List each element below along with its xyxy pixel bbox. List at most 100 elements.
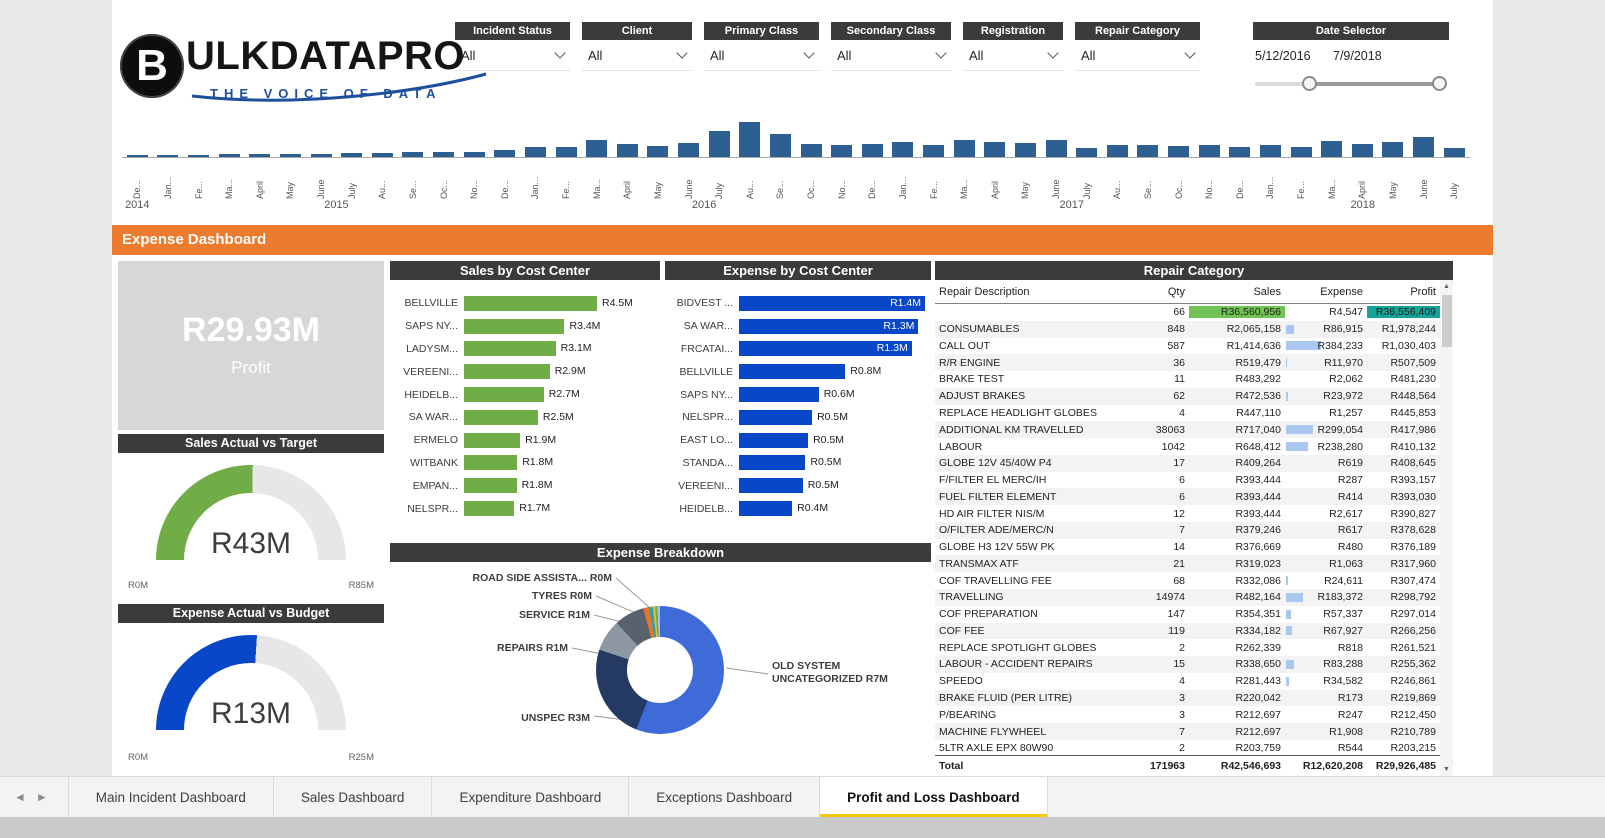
timeline-month[interactable]: June: [673, 116, 704, 199]
timeline-bar[interactable]: [1198, 145, 1220, 157]
table-row[interactable]: HD AIR FILTER NIS/M 12 R393,444 R2,617 R390,…: [935, 505, 1453, 522]
table-row[interactable]: ADDITIONAL KM TRAVELLED 38063 R717,040 R299…: [935, 421, 1453, 439]
table-row[interactable]: BRAKE TEST 11 R483,292 R2,062 R481,230: [935, 371, 1453, 388]
tab-nav-prev-icon[interactable]: ◄: [14, 790, 26, 804]
table-row[interactable]: O/FILTER ADE/MERC/N 7 R379,246 R617 R378,628: [935, 521, 1453, 539]
table-row[interactable]: P/BEARING 3 R212,697 R247 R212,450: [935, 706, 1453, 723]
bar-row-east-lo[interactable]: EAST LO... R0.5M: [665, 429, 931, 452]
filter-dropdown[interactable]: All: [831, 40, 951, 71]
table-row[interactable]: BRAKE FLUID (PER LITRE) 3 R220,042 R173 R219…: [935, 689, 1453, 707]
tab-profit-and-loss-dashboard[interactable]: Profit and Loss Dashboard: [820, 777, 1048, 817]
bar-row-ermelo[interactable]: ERMELO R1.9M: [390, 429, 660, 452]
expense-gauge[interactable]: R13M R0M R25M: [118, 623, 384, 773]
table-row[interactable]: MACHINE FLYWHEEL 7 R212,697 R1,908 R210,789: [935, 723, 1453, 740]
bar-row-nelspr[interactable]: NELSPR... R1.7M: [390, 497, 660, 520]
table-row[interactable]: GLOBE H3 12V 55W PK 14 R376,669 R480 R376,18…: [935, 539, 1453, 556]
timeline-month[interactable]: Se...: [397, 116, 429, 199]
timeline-bar[interactable]: [1014, 143, 1036, 157]
bar[interactable]: [739, 409, 813, 425]
bar-row-sa-war[interactable]: SA WAR... R2.5M: [390, 406, 660, 429]
timeline-month[interactable]: Jan...: [520, 116, 551, 199]
bar[interactable]: [739, 501, 793, 517]
date-slider-handle-start[interactable]: [1301, 76, 1317, 91]
date-slider-track[interactable]: [1255, 76, 1448, 91]
timeline-bar[interactable]: [1443, 148, 1465, 157]
bar-row-witbank[interactable]: WITBANK R1.8M: [390, 452, 660, 475]
timeline-month[interactable]: July: [336, 116, 367, 199]
timeline-bar[interactable]: [555, 147, 577, 157]
timeline-bar[interactable]: [1229, 147, 1251, 157]
table-row[interactable]: GLOBE 12V 45/40W P4 17 R409,264 R619 R408,64…: [935, 454, 1453, 472]
sales-by-cost-center-chart[interactable]: BELLVILLE R4.5M SAPS NY... R3.4M LADYSM... R3…: [390, 280, 660, 542]
timeline-bar[interactable]: [433, 152, 455, 157]
column-header-expense[interactable]: Expense: [1320, 285, 1363, 298]
bar-row-heidelb[interactable]: HEIDELB... R2.7M: [390, 383, 660, 406]
table-row[interactable]: COF FEE 119 R334,182 R67,927 R266,256: [935, 622, 1453, 640]
table-row[interactable]: R/R ENGINE 36 R519,479 R11,970 R507,509: [935, 354, 1453, 372]
table-row[interactable]: COF PREPARATION 147 R354,351 R57,337 R297,01…: [935, 606, 1453, 623]
expense-by-cost-center-chart[interactable]: BIDVEST ... R1.4M SA WAR... R1.3M FRCATAI...…: [665, 280, 931, 542]
timeline-bar[interactable]: [126, 155, 148, 157]
timeline-bar[interactable]: [616, 144, 638, 157]
bar-row-saps-ny[interactable]: SAPS NY... R0.6M: [665, 383, 931, 406]
bar[interactable]: [464, 318, 565, 334]
timeline-bar[interactable]: [708, 131, 730, 157]
filter-dropdown[interactable]: All: [455, 40, 570, 71]
table-scrollbar[interactable]: ▲ ▼: [1440, 280, 1453, 776]
timeline-month[interactable]: June: [305, 116, 337, 199]
table-row[interactable]: FUEL FILTER ELEMENT 6 R393,444 R414 R393,030: [935, 488, 1453, 506]
scroll-down-icon[interactable]: ▼: [1443, 766, 1450, 773]
table-row[interactable]: LABOUR 1042 R648,412 R238,280 R410,132: [935, 438, 1453, 455]
timeline-bar[interactable]: [831, 145, 853, 157]
bar-row-vereeni[interactable]: VEREENI... R2.9M: [390, 360, 660, 383]
timeline-bar[interactable]: [1351, 144, 1373, 157]
timeline-month[interactable]: Oc...: [428, 116, 459, 199]
bar-row-bellville[interactable]: BELLVILLE R0.8M: [665, 360, 931, 383]
filter-dropdown[interactable]: All: [1075, 40, 1200, 71]
timeline-bar[interactable]: [524, 147, 546, 157]
table-row[interactable]: REPLACE HEADLIGHT GLOBES 4 R447,110 R1,257 R…: [935, 405, 1453, 422]
timeline-bar[interactable]: [1137, 145, 1159, 157]
timeline-month[interactable]: April: [1347, 116, 1378, 199]
timeline-month[interactable]: Se...: [1132, 116, 1164, 199]
bar[interactable]: [739, 341, 912, 357]
timeline-month[interactable]: Ma...: [1316, 116, 1347, 199]
bar-row-nelspr[interactable]: NELSPR... R0.5M: [665, 406, 931, 429]
timeline-bar[interactable]: [953, 140, 975, 157]
timeline-month[interactable]: Au...: [1102, 116, 1133, 199]
table-row[interactable]: 5LTR AXLE EPX 80W90 2 R203,759 R544 R203,215: [935, 740, 1453, 757]
timeline-month[interactable]: April: [244, 116, 276, 199]
timeline-bar[interactable]: [341, 153, 363, 157]
bar[interactable]: [464, 409, 538, 425]
expense-breakdown-chart[interactable]: OLD SYSTEM UNCATEGORIZED R7M UNSPEC R3M RE…: [390, 562, 931, 776]
timeline-bar[interactable]: [1168, 146, 1190, 157]
column-header-qty[interactable]: Qty: [1167, 285, 1185, 298]
timeline-bar[interactable]: [188, 155, 210, 157]
bar[interactable]: [739, 478, 803, 494]
column-header-sales[interactable]: Sales: [1253, 285, 1281, 298]
table-row[interactable]: SPEEDO 4 R281,443 R34,582 R246,861: [935, 673, 1453, 690]
table-row[interactable]: CALL OUT 587 R1,414,636 R384,233 R1,030,403: [935, 338, 1453, 355]
timeline-bar[interactable]: [494, 150, 516, 157]
timeline-bar[interactable]: [647, 146, 669, 157]
bar-row-ladysm[interactable]: LADYSM... R3.1M: [390, 338, 660, 361]
timeline-month[interactable]: Jan...: [152, 116, 184, 199]
timeline-bar[interactable]: [769, 134, 791, 157]
timeline-month[interactable]: May: [1010, 116, 1041, 199]
bar[interactable]: [739, 364, 846, 380]
timeline-month[interactable]: May: [1377, 116, 1409, 199]
bar[interactable]: [739, 295, 925, 311]
timeline-month[interactable]: De...: [489, 116, 521, 199]
timeline-month[interactable]: Jan...: [1255, 116, 1286, 199]
timeline-month[interactable]: June: [1040, 116, 1072, 199]
timeline-bar[interactable]: [1413, 137, 1435, 157]
table-row[interactable]: CONSUMABLES 848 R2,065,158 R86,915 R1,978,24…: [935, 320, 1453, 338]
filter-dropdown[interactable]: All: [963, 40, 1063, 71]
bar[interactable]: [464, 387, 544, 403]
bar[interactable]: [464, 341, 556, 357]
table-row[interactable]: 66 R36,560,956 R4,547 R36,556,409: [935, 304, 1453, 321]
bar-row-saps-ny[interactable]: SAPS NY... R3.4M: [390, 315, 660, 338]
timeline-month[interactable]: June: [1408, 116, 1439, 199]
table-row[interactable]: LABOUR - ACCIDENT REPAIRS 15 R338,650 R83,2…: [935, 656, 1453, 673]
timeline-month[interactable]: Fe...: [918, 116, 949, 199]
